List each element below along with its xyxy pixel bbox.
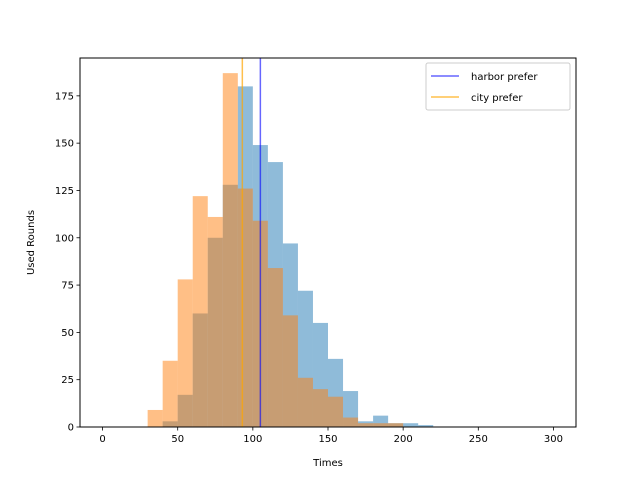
bar-city-prefer-11 bbox=[312, 389, 328, 427]
y-tick-label: 75 bbox=[61, 281, 74, 292]
bar-city-prefer-10 bbox=[297, 377, 313, 427]
bar-city-prefer-1 bbox=[162, 360, 178, 427]
y-tick-label: 25 bbox=[61, 375, 74, 386]
x-axis-ticks: 0 50 100 150 200 250 300 bbox=[99, 427, 563, 445]
bar-city-prefer-0 bbox=[147, 409, 163, 427]
y-tick-label: 125 bbox=[55, 186, 74, 197]
bar-city-prefer-15 bbox=[373, 423, 389, 427]
x-tick-label: 50 bbox=[171, 434, 184, 445]
bar-city-prefer-12 bbox=[328, 396, 344, 427]
bar-city-prefer-13 bbox=[343, 417, 359, 427]
y-tick-label: 150 bbox=[55, 139, 74, 150]
bar-harbor-prefer-15 bbox=[373, 415, 389, 427]
bar-city-prefer-5 bbox=[222, 73, 238, 427]
bar-city-prefer-8 bbox=[267, 268, 283, 427]
mean-lines bbox=[241, 58, 262, 427]
legend-label-city-prefer: city prefer bbox=[471, 93, 523, 104]
y-tick-label: 175 bbox=[55, 91, 74, 102]
y-tick-label: 50 bbox=[61, 328, 74, 339]
legend: harbor prefer city prefer bbox=[425, 62, 571, 111]
x-tick-label: 250 bbox=[469, 434, 488, 445]
y-axis-label: Used Rounds bbox=[26, 210, 37, 275]
x-tick-label: 300 bbox=[544, 434, 563, 445]
y-tick-label: 100 bbox=[55, 233, 74, 244]
bar-harbor-prefer-18 bbox=[418, 425, 434, 427]
y-tick-label: 0 bbox=[68, 423, 74, 434]
histogram-bars bbox=[147, 73, 434, 428]
x-axis-label: Times bbox=[312, 458, 343, 469]
y-axis-ticks: 0 25 50 75 100 125 150 175 bbox=[55, 91, 80, 434]
legend-box bbox=[425, 62, 571, 111]
legend-label-harbor-prefer: harbor prefer bbox=[471, 72, 538, 83]
bar-city-prefer-6 bbox=[237, 188, 253, 427]
x-tick-label: 100 bbox=[243, 434, 262, 445]
bar-city-prefer-16 bbox=[388, 423, 404, 427]
bar-city-prefer-14 bbox=[358, 423, 374, 427]
bar-city-prefer-9 bbox=[282, 315, 298, 427]
bar-city-prefer-3 bbox=[192, 196, 208, 427]
x-tick-label: 0 bbox=[99, 434, 105, 445]
x-tick-label: 200 bbox=[394, 434, 413, 445]
bar-city-prefer-4 bbox=[207, 216, 223, 427]
bar-harbor-prefer-17 bbox=[403, 423, 419, 427]
bar-city-prefer-2 bbox=[177, 279, 193, 427]
x-tick-label: 150 bbox=[318, 434, 337, 445]
